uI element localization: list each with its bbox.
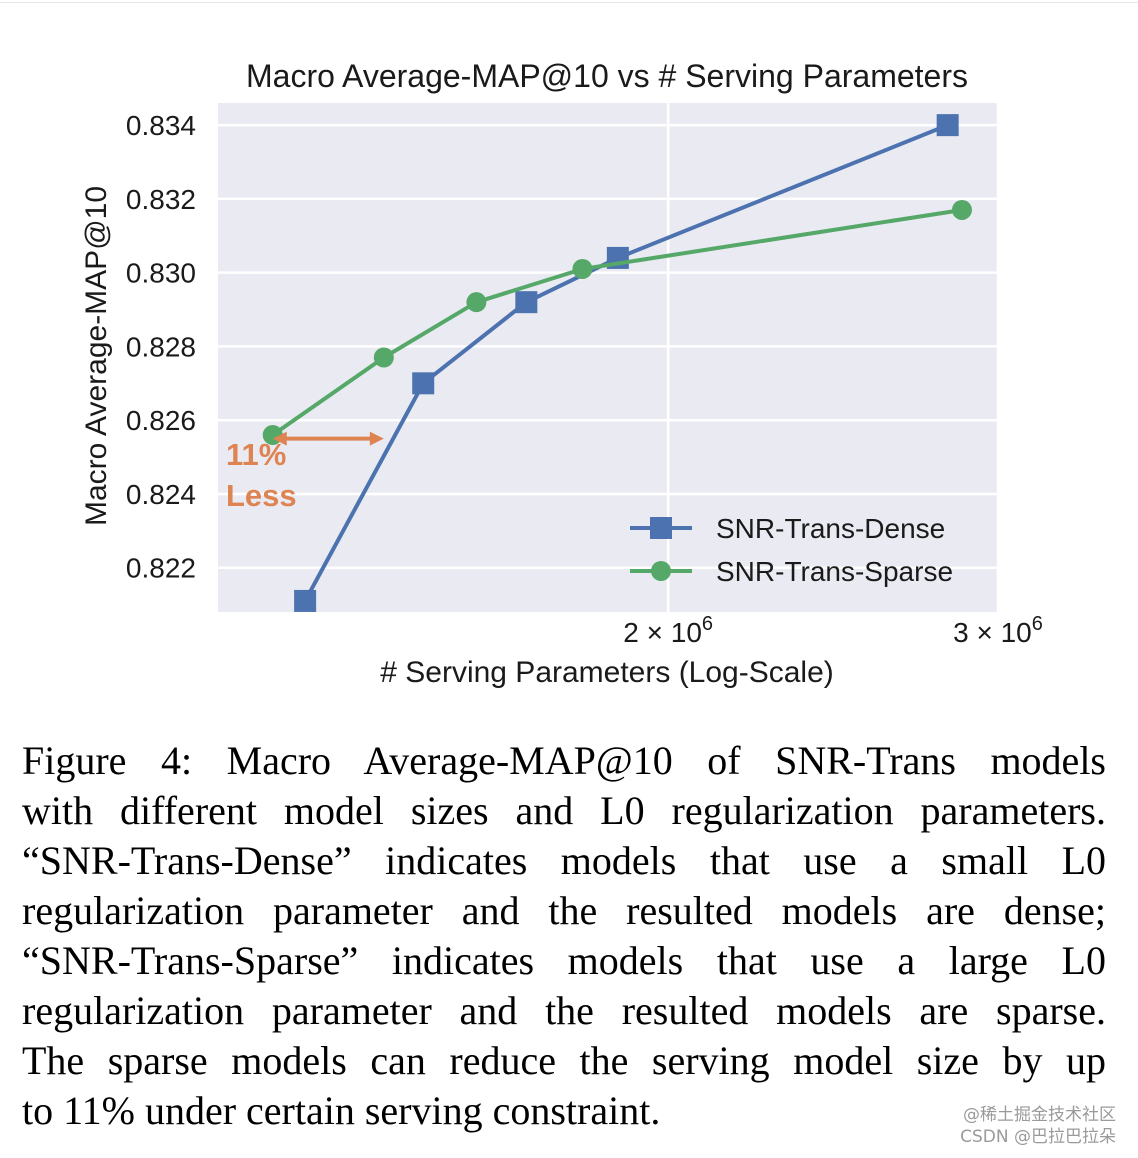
annotation-text-percent: 11% — [226, 437, 286, 472]
legend-label: SNR-Trans-Dense — [716, 513, 945, 544]
annotation-group: 11% Less — [226, 431, 384, 513]
legend: SNR-Trans-Dense SNR-Trans-Sparse — [630, 513, 953, 587]
caption-line: “SNR-Trans-Dense” indicates models that … — [22, 838, 1106, 883]
plot-area — [218, 103, 998, 612]
sparse-point — [373, 347, 394, 368]
caption-line: The sparse models can reduce the serving… — [22, 1038, 1106, 1083]
y-tick-label: 0.828 — [126, 331, 196, 362]
x-tick-label: 2 × 106 — [623, 613, 713, 648]
sparse-point — [466, 292, 487, 313]
y-tick-label: 0.830 — [126, 258, 196, 289]
annotation-arrowhead-right — [369, 431, 384, 446]
caption-line: “SNR-Trans-Sparse” indicates models that… — [22, 938, 1106, 983]
caption-line: to 11% under certain serving constraint. — [22, 1088, 661, 1133]
series-group — [262, 114, 972, 612]
sparse-point — [572, 258, 593, 279]
legend-square-marker — [650, 517, 672, 539]
x-axis-label: # Serving Parameters (Log-Scale) — [380, 656, 834, 689]
watermark-line-2: CSDN @巴拉巴拉朵 — [960, 1127, 1116, 1147]
chart: 0.822 0.824 0.826 0.828 0.830 0.832 0.834 2 × … — [80, 58, 1043, 689]
annotation-text-less: Less — [226, 478, 297, 513]
x-tick-label: 3 × 106 — [953, 613, 1043, 648]
legend-circle-marker — [651, 561, 671, 581]
caption-line: regularization parameter and the resulte… — [22, 888, 1106, 933]
caption-line: regularization parameter and the resulte… — [22, 988, 1106, 1033]
y-tick-label: 0.822 — [126, 553, 196, 584]
dense-point — [936, 114, 959, 137]
dense-point — [412, 372, 435, 395]
y-axis-label: Macro Average-MAP@10 — [80, 186, 113, 526]
dense-point — [515, 291, 538, 314]
dense-point — [294, 589, 317, 612]
watermark: @稀土掘金技术社区 CSDN @巴拉巴拉朵 — [960, 1104, 1116, 1148]
chart-title: Macro Average-MAP@10 vs # Serving Parame… — [246, 58, 968, 94]
y-axis-ticks: 0.822 0.824 0.826 0.828 0.830 0.832 0.834 — [126, 110, 196, 584]
sparse-point — [951, 199, 972, 220]
y-tick-label: 0.832 — [126, 184, 196, 215]
y-tick-label: 0.834 — [126, 110, 196, 141]
caption-line: Figure 4: Macro Average-MAP@10 of SNR-Tr… — [22, 738, 1106, 783]
figure-caption: Figure 4: Macro Average-MAP@10 of SNR-Tr… — [22, 736, 1106, 1136]
legend-label: SNR-Trans-Sparse — [716, 556, 953, 587]
caption-line: with different model sizes and L0 regula… — [22, 788, 1106, 833]
top-divider — [0, 2, 1138, 3]
y-tick-label: 0.826 — [126, 405, 196, 436]
annotation-arrowhead-left — [272, 431, 287, 446]
watermark-line-1: @稀土掘金技术社区 — [963, 1105, 1116, 1125]
y-tick-label: 0.824 — [126, 479, 196, 510]
x-axis-ticks: 2 × 106 3 × 106 — [623, 613, 1043, 648]
